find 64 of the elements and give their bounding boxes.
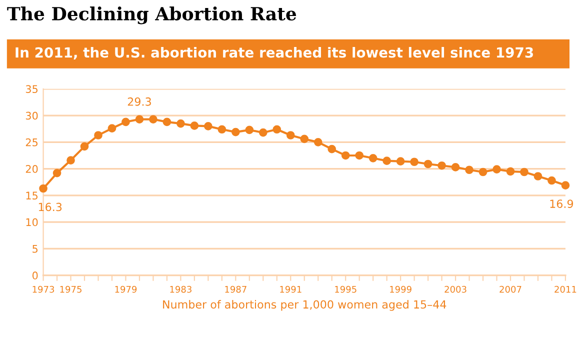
point	[122, 118, 130, 126]
x-tick-label: 2007	[500, 286, 522, 293]
point	[245, 126, 254, 134]
chart-title: The Declining Abortion Rate	[7, 6, 296, 24]
point	[451, 163, 460, 172]
point	[355, 151, 364, 160]
point	[149, 115, 158, 124]
point	[66, 156, 75, 164]
point	[548, 176, 556, 185]
x-tick-label: 1979	[115, 286, 137, 293]
point	[465, 166, 474, 174]
point	[424, 160, 432, 168]
x-tick-label: 1999	[390, 286, 412, 293]
y-tick-label: 5	[32, 245, 38, 253]
point	[39, 184, 48, 193]
point	[135, 115, 144, 124]
point	[534, 172, 542, 180]
point	[492, 165, 501, 174]
x-tick-label: 2003	[444, 286, 466, 293]
y-tick-label: 35	[26, 85, 38, 94]
point	[231, 128, 240, 136]
annotation: 29.3	[128, 97, 151, 106]
x-tick-label: 1983	[170, 286, 192, 293]
y-tick-label: 10	[26, 218, 38, 226]
point	[94, 131, 102, 140]
x-tick-label: 1995	[335, 286, 356, 293]
point	[300, 134, 309, 144]
x-tick-label: 1991	[280, 286, 302, 293]
point	[176, 119, 185, 128]
point	[108, 124, 116, 132]
point	[204, 122, 212, 130]
point	[314, 138, 322, 146]
point	[438, 161, 446, 170]
point	[561, 181, 570, 190]
chart-subtitle: In 2011, the U.S. abortion rate reached its lowest level since 1973	[16, 46, 533, 60]
point	[382, 156, 391, 165]
annotation: 16.3	[38, 202, 62, 212]
point	[272, 125, 282, 134]
annotation: 16.9	[550, 200, 574, 208]
point	[190, 122, 199, 130]
x-tick-label: 1973	[32, 286, 54, 293]
point	[80, 142, 89, 151]
point	[410, 158, 418, 166]
point	[162, 118, 172, 126]
point	[396, 157, 405, 166]
point	[478, 168, 488, 176]
point	[368, 154, 378, 162]
point	[286, 131, 295, 140]
y-tick-label: 20	[26, 165, 38, 173]
y-tick-label: 25	[26, 138, 38, 146]
x-tick-label: 1987	[225, 286, 246, 293]
y-tick-label: 30	[26, 112, 38, 120]
x-axis-title: Number of abortions per 1,000 women aged 15–44	[163, 300, 446, 311]
point	[506, 167, 515, 176]
point	[520, 168, 528, 176]
x-tick-label: 2011	[554, 286, 576, 293]
point	[341, 151, 350, 160]
point	[52, 168, 62, 178]
point	[328, 144, 336, 154]
y-tick-label: 15	[26, 192, 38, 200]
point	[218, 125, 226, 134]
x-tick-label: 1975	[60, 286, 82, 293]
point	[258, 128, 268, 137]
y-tick-label: 0	[32, 272, 38, 280]
